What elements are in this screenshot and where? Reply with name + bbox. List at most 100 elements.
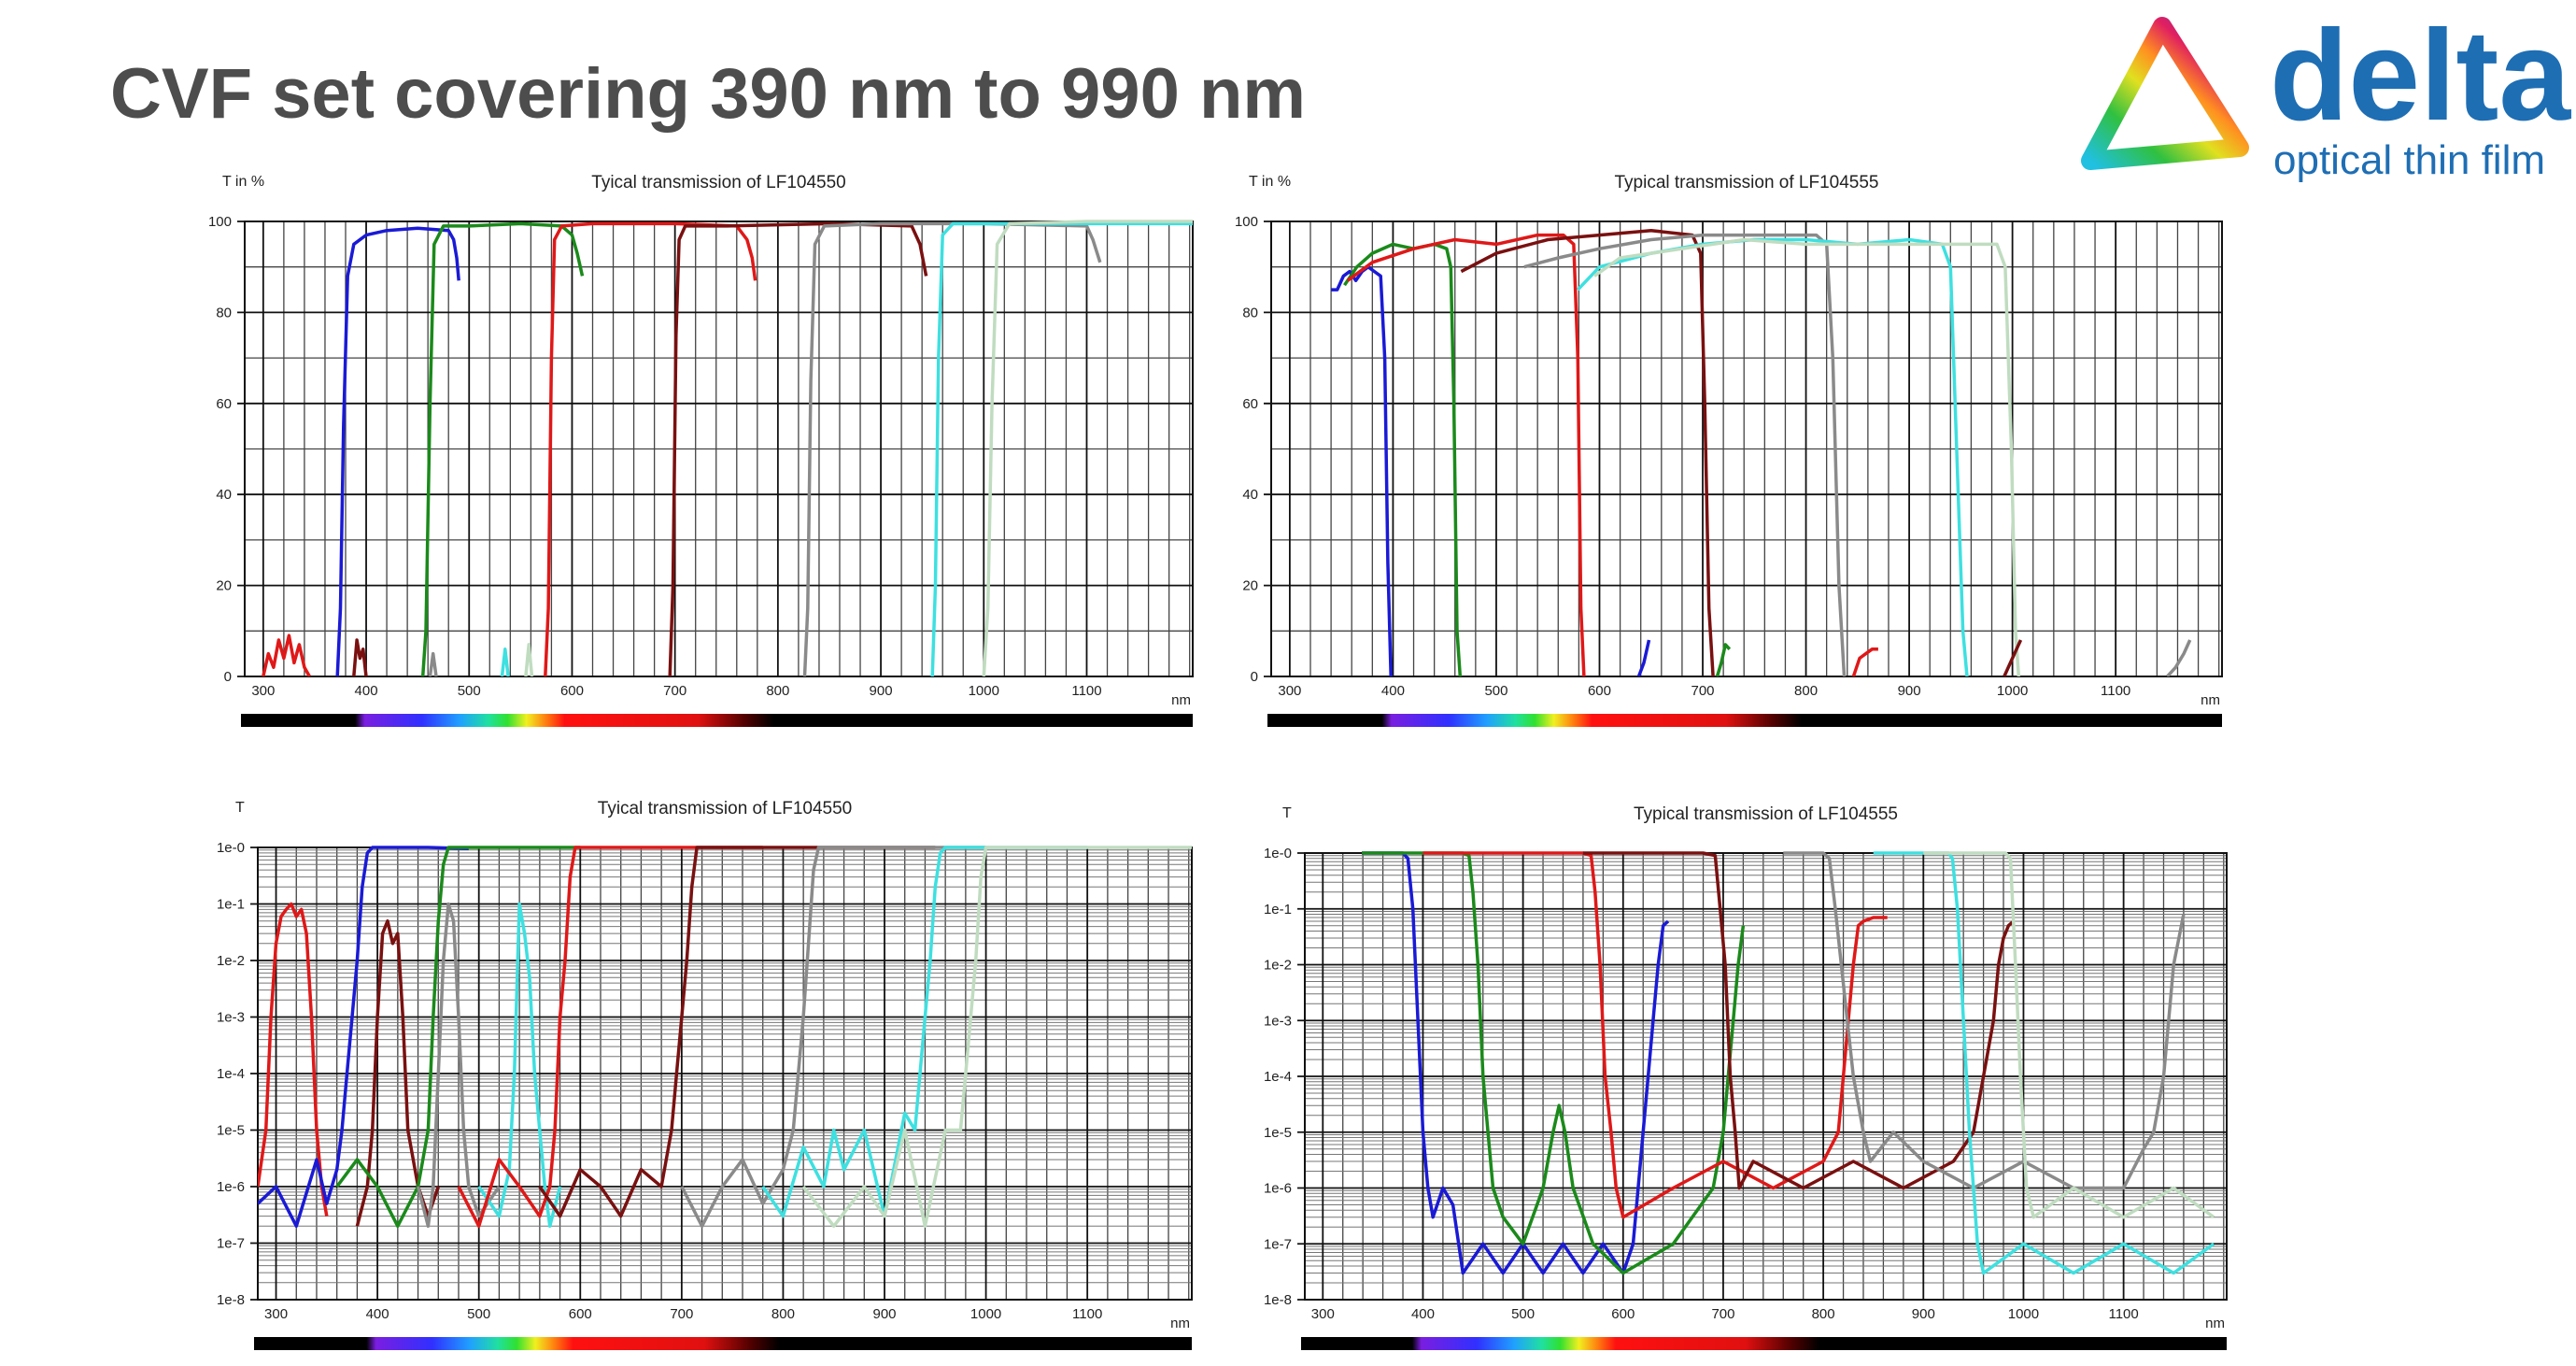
x-tick-label: 600 [1611,1306,1635,1322]
transmission-curve [1523,233,1847,676]
x-tick-label: 400 [355,683,378,699]
transmission-curve [457,846,763,1229]
transmission-curve [1715,643,1732,676]
x-tick-label: 1100 [2101,683,2130,699]
y-tick-label: 0 [224,669,232,685]
y-tick-label: 80 [1242,305,1258,320]
y-tick-label: 1e-3 [217,1010,245,1026]
transmission-curve [524,643,534,676]
chart: Typical transmission of LF104555 T in % nm… [1235,173,2223,727]
transmission-curve [1582,851,2015,1190]
transmission-curve [1346,233,1586,676]
transmission-curve [761,846,1088,1218]
y-tick-label: 1e-8 [1264,1292,1292,1308]
y-tick-label: 1e-1 [217,897,245,913]
y-tick-label: 1e-5 [1264,1125,1292,1141]
x-tick-label: 600 [569,1306,592,1322]
transmission-curve [352,638,368,676]
x-tick-label: 1000 [970,1306,1001,1322]
x-tick-label: 700 [663,683,686,699]
x-tick-label: 800 [1812,1306,1835,1322]
transmission-curve [262,633,311,676]
logo-mark [2081,17,2249,170]
transmission-curve [258,902,329,1217]
transmission-curve [428,651,438,676]
chart-title: Typical transmission of LF104555 [1634,804,1898,824]
transmission-curve [420,221,585,676]
x-tick-label: 700 [1691,683,1715,699]
transmission-curve [1923,851,2215,1219]
transmission-curve [1422,851,1888,1219]
transmission-curve [1460,228,1715,676]
chart: Tyical transmission of LF104550 T in % nm 3… [208,173,1194,727]
y-tick-label: 0 [1251,669,1258,685]
transmission-curve [1851,647,1878,676]
y-tick-label: 60 [1242,396,1258,412]
chart: Typical transmission of LF104555 Tnm 300 40… [1264,804,2228,1350]
transmission-curve [1331,264,1393,676]
y-tick-label: 100 [208,214,232,230]
chart-title: Tyical transmission of LF104550 [598,799,852,818]
y-axis-label: T [1282,805,1292,821]
y-axis-label: T in % [222,174,264,190]
y-axis-label: T in % [1249,174,1291,190]
transmission-curve [2166,639,2192,676]
transmission-curve [538,846,936,1218]
transmission-curve [335,226,460,676]
x-axis-label: nm [1171,692,1191,708]
transmission-curve [1873,851,2215,1275]
transmission-curve [416,902,501,1229]
x-tick-label: 900 [872,1306,896,1322]
transmission-curve [1636,639,1651,676]
y-tick-label: 1e-2 [1264,958,1292,974]
logo-tagline: optical thin film [2273,137,2545,183]
x-tick-label: 1100 [1071,683,1101,699]
plot-frame [244,221,1194,677]
transmission-curve [500,647,510,676]
y-tick-label: 1e-6 [217,1179,245,1195]
x-tick-label: 300 [251,683,275,699]
x-tick-label: 500 [458,683,481,699]
x-tick-label: 800 [1794,683,1818,699]
transmission-curve [680,846,986,1229]
x-tick-label: 700 [1711,1306,1734,1322]
x-tick-label: 400 [1411,1306,1435,1322]
transmission-curve [258,846,469,1229]
y-tick-label: 40 [1242,487,1258,503]
x-tick-label: 1100 [2108,1306,2138,1322]
transmission-curve [1592,237,2021,676]
x-tick-label: 700 [670,1306,693,1322]
x-tick-label: 1100 [1072,1306,1102,1322]
x-tick-label: 900 [1912,1306,1935,1322]
y-tick-label: 1e-7 [217,1236,245,1252]
page-title: CVF set covering 390 nm to 990 nm [110,54,1306,134]
y-tick-label: 40 [216,487,232,503]
transmission-curve [2003,639,2023,676]
transmission-curve [544,221,757,676]
spectrum-bar [241,714,1193,727]
x-tick-label: 900 [870,683,893,699]
logo-name: delta [2270,4,2571,148]
x-tick-label: 800 [766,683,789,699]
transmission-curve [335,846,581,1229]
transmission-curve [982,220,1193,676]
x-tick-label: 500 [1511,1306,1535,1322]
x-tick-label: 500 [467,1306,490,1322]
transmission-curve [1783,851,2186,1190]
y-tick-label: 1e-0 [1264,846,1292,861]
x-tick-label: 500 [1484,683,1507,699]
chart: Tyical transmission of LF104550 Tnm 300 400… [217,799,1193,1350]
y-tick-label: 1e-5 [217,1123,245,1139]
x-tick-label: 600 [1588,683,1611,699]
y-tick-label: 80 [216,305,232,320]
y-tick-label: 100 [1235,214,1258,230]
x-tick-label: 600 [560,683,584,699]
plot-frame [1270,221,2223,677]
chart-title: Tyical transmission of LF104550 [591,173,845,192]
x-axis-label: nm [2205,1316,2225,1331]
transmission-curve [1343,242,1463,676]
x-tick-label: 800 [771,1306,795,1322]
spectrum-bar [1267,714,2222,727]
